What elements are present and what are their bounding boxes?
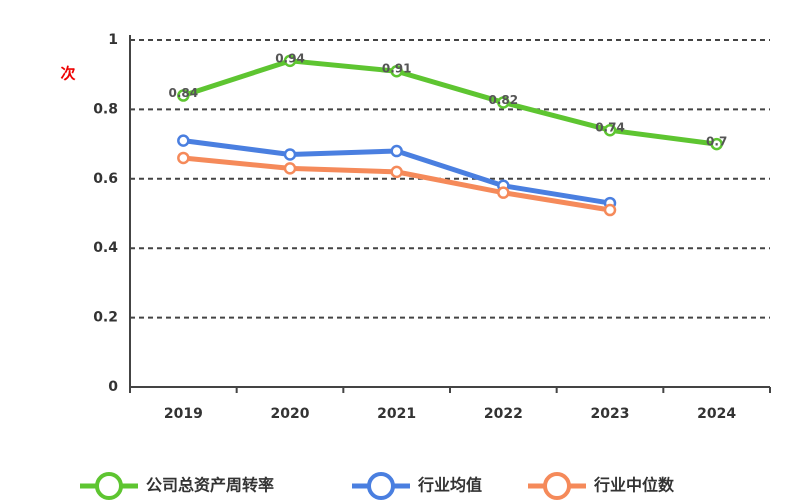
data-label: 0.94 (275, 51, 305, 65)
legend-marker (367, 472, 395, 500)
legend-marker (95, 472, 123, 500)
data-point (283, 148, 297, 161)
y-tick-label: 1 (108, 32, 118, 48)
y-tick-label: 0.6 (93, 171, 118, 187)
x-tick-label: 2022 (484, 406, 523, 422)
data-point (177, 134, 190, 147)
data-point (177, 89, 190, 102)
unit-label: 次 (60, 65, 75, 83)
data-label: 0.84 (169, 86, 199, 100)
legend-label: 行业中位数 (593, 476, 675, 495)
data-label: 0.7 (706, 135, 727, 149)
data-point (390, 165, 403, 179)
data-point (710, 137, 723, 151)
y-tick-label: 0.4 (93, 240, 118, 256)
data-point (603, 123, 617, 137)
x-tick-label: 2019 (164, 406, 203, 422)
legend-marker (543, 472, 571, 500)
x-tick-label: 2024 (697, 406, 736, 422)
data-point (497, 186, 510, 199)
data-point (390, 64, 403, 78)
data-point (283, 162, 297, 175)
x-tick-label: 2023 (591, 406, 630, 422)
data-point (603, 203, 617, 217)
data-label: 0.74 (595, 121, 625, 135)
y-tick-label: 0 (108, 379, 118, 395)
y-tick-label: 0.2 (93, 310, 118, 326)
y-tick-label: 0.8 (93, 101, 118, 117)
x-tick-label: 2021 (377, 406, 416, 422)
x-tick-label: 2020 (271, 406, 310, 422)
data-label: 0.82 (489, 93, 519, 107)
legend-label: 行业均值 (417, 476, 482, 495)
legend-label: 公司总资产周转率 (146, 476, 274, 495)
data-label: 0.91 (382, 62, 412, 76)
series-line (182, 58, 717, 147)
data-point (390, 144, 403, 158)
data-point (177, 151, 190, 165)
data-point (283, 54, 297, 68)
data-point (497, 96, 510, 109)
